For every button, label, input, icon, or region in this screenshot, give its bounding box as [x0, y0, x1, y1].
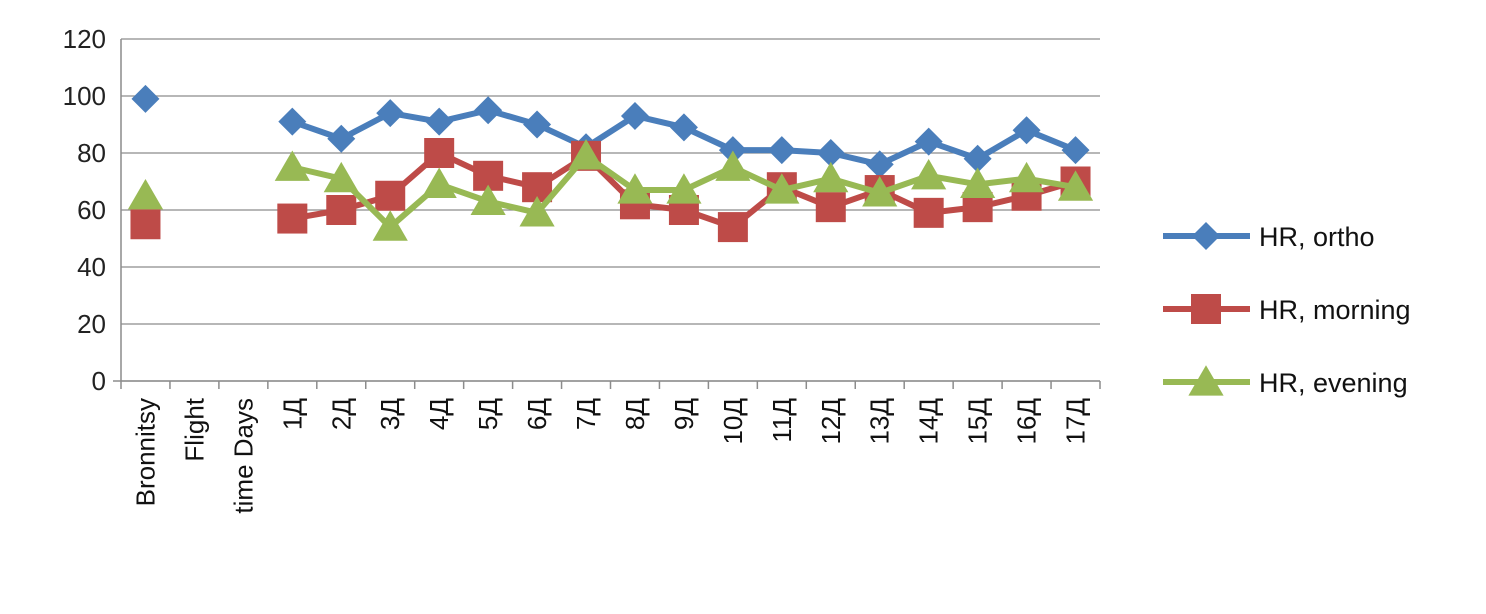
series-point	[1008, 161, 1045, 193]
y-tick-label: 120	[63, 24, 106, 54]
legend-label: HR, ortho	[1259, 222, 1375, 252]
x-tick-label: 7Д	[571, 398, 601, 430]
series-point	[960, 167, 996, 198]
series-point	[131, 84, 160, 113]
x-tick-label: 14Д	[914, 398, 944, 445]
series-point	[425, 107, 454, 136]
series-point	[865, 150, 894, 179]
legend-marker	[1191, 294, 1221, 324]
series-point	[913, 197, 944, 228]
x-tick-label: 1Д	[277, 398, 307, 430]
series-point	[568, 139, 604, 170]
y-tick-label: 60	[77, 195, 106, 225]
series-point	[1061, 136, 1090, 165]
x-tick-label: 3Д	[375, 398, 405, 430]
series-point	[474, 96, 503, 125]
series-point	[326, 195, 357, 225]
series-point	[816, 139, 845, 167]
series-point	[519, 196, 555, 227]
x-tick-label: 10Д	[718, 398, 748, 445]
series-point	[666, 173, 702, 204]
series-point	[277, 203, 308, 234]
series-point	[718, 136, 747, 165]
series-point	[372, 210, 408, 241]
y-tick-label: 100	[63, 81, 106, 111]
series-point	[421, 167, 457, 198]
series-point	[127, 178, 164, 210]
series-point	[278, 107, 307, 136]
series-point	[375, 180, 406, 211]
legend-marker	[1188, 365, 1224, 396]
series-point	[327, 124, 356, 153]
x-tick-label: 9Д	[669, 398, 699, 430]
y-tick-label: 20	[77, 309, 106, 339]
series-point	[911, 159, 947, 190]
x-tick-label: 12Д	[816, 398, 846, 445]
series-point	[617, 173, 653, 204]
x-tick-label: 13Д	[865, 398, 895, 445]
series-point	[274, 150, 310, 181]
series-point	[130, 209, 161, 240]
series-point	[424, 138, 455, 168]
x-tick-label: 16Д	[1012, 398, 1042, 445]
series-point	[376, 99, 405, 128]
x-tick-label: time Days	[228, 398, 258, 514]
legend-label: HR, morning	[1259, 295, 1411, 325]
x-tick-label: Bronnitsy	[130, 398, 160, 506]
series-point	[715, 150, 751, 181]
series-point	[963, 144, 992, 173]
series-point	[1057, 170, 1094, 201]
series-point	[523, 110, 552, 139]
series-point	[1012, 116, 1041, 145]
series-point	[470, 184, 506, 216]
series-point	[717, 212, 748, 243]
x-tick-label: 11Д	[767, 398, 797, 443]
x-tick-label: 8Д	[620, 398, 650, 430]
series-point	[669, 113, 698, 142]
legend-label: HR, evening	[1259, 368, 1408, 398]
x-tick-label: 5Д	[473, 398, 503, 430]
y-tick-label: 0	[92, 366, 106, 396]
series-point	[815, 192, 846, 223]
x-tick-label: 4Д	[424, 398, 454, 430]
x-tick-label: 17Д	[1061, 398, 1091, 445]
x-tick-label: 6Д	[522, 398, 552, 430]
series-point	[914, 127, 943, 156]
series-point	[767, 136, 796, 165]
series-point	[620, 101, 649, 130]
x-tick-label: 15Д	[963, 398, 993, 445]
y-tick-label: 40	[77, 252, 106, 282]
series-point	[323, 161, 359, 193]
legend-marker	[1192, 222, 1220, 250]
y-tick-label: 80	[77, 138, 106, 168]
series-point	[813, 161, 849, 193]
series-point	[862, 176, 898, 207]
x-tick-label: Flight	[179, 397, 209, 461]
series-point	[764, 173, 800, 204]
x-tick-label: 2Д	[326, 398, 356, 430]
